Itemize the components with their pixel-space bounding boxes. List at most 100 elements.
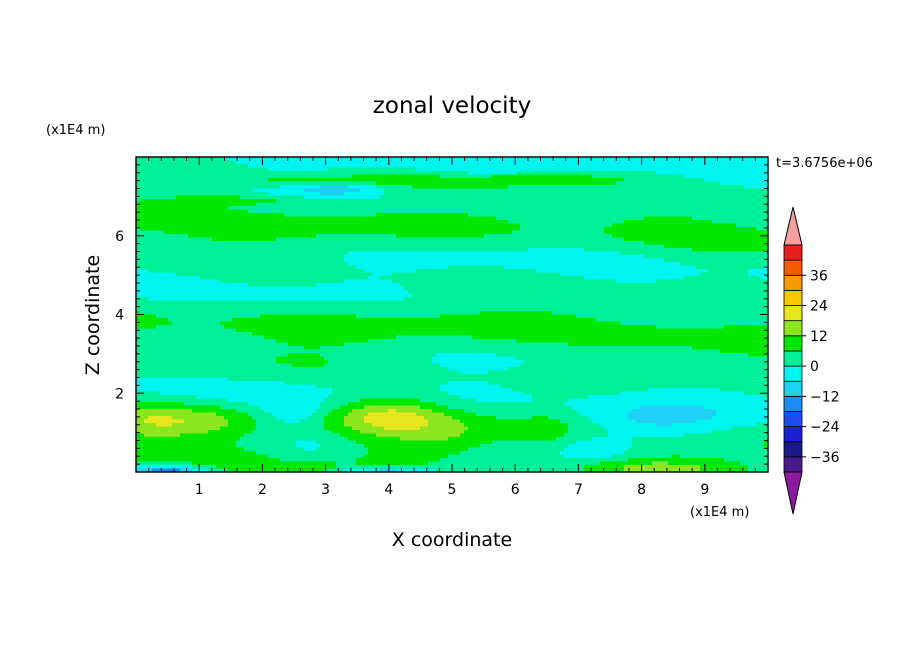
field-cell <box>200 164 205 169</box>
field-cell <box>452 216 457 221</box>
field-cell <box>248 178 253 183</box>
field-cell <box>332 244 337 249</box>
field-cell <box>404 227 409 232</box>
field-cell <box>284 220 289 225</box>
field-cell <box>204 178 209 183</box>
field-cell <box>156 258 161 263</box>
field-cell <box>668 209 673 214</box>
field-cell <box>544 220 549 225</box>
field-cell <box>700 251 705 256</box>
field-cell <box>596 164 601 169</box>
field-cell <box>480 188 485 193</box>
field-cell <box>152 227 157 232</box>
field-cell <box>200 230 205 235</box>
field-cell <box>476 241 481 246</box>
field-cell <box>700 195 705 200</box>
field-cell <box>328 230 333 235</box>
field-cell <box>184 188 189 193</box>
field-cell <box>728 234 733 239</box>
field-cell <box>364 164 369 169</box>
field-cell <box>548 195 553 200</box>
field-cell <box>648 202 653 207</box>
field-cell <box>744 258 749 263</box>
field-cell <box>544 167 549 172</box>
field-cell <box>220 241 225 246</box>
field-cell <box>580 185 585 190</box>
field-cell <box>184 220 189 225</box>
field-cell <box>748 216 753 221</box>
field-cell <box>704 244 709 249</box>
field-cell <box>232 265 237 270</box>
field-cell <box>204 160 209 165</box>
field-cell <box>516 265 521 270</box>
field-cell <box>140 199 145 204</box>
field-cell <box>460 213 465 218</box>
field-cell <box>380 248 385 253</box>
field-cell <box>220 167 225 172</box>
field-cell <box>300 157 305 162</box>
field-cell <box>760 237 765 242</box>
field-cell <box>360 164 365 169</box>
field-cell <box>656 160 661 165</box>
field-cell <box>324 185 329 190</box>
field-cell <box>648 209 653 214</box>
field-cell <box>172 244 177 249</box>
field-cell <box>660 164 665 169</box>
field-cell <box>576 171 581 176</box>
field-cell <box>416 227 421 232</box>
field-cell <box>276 230 281 235</box>
field-cell <box>164 195 169 200</box>
field-cell <box>512 216 517 221</box>
field-cell <box>212 216 217 221</box>
field-cell <box>660 185 665 190</box>
field-cell <box>312 171 317 176</box>
field-cell <box>400 206 405 211</box>
field-cell <box>336 167 341 172</box>
field-cell <box>180 241 185 246</box>
field-cell <box>308 248 313 253</box>
field-cell <box>644 195 649 200</box>
field-cell <box>300 202 305 207</box>
field-cell <box>684 227 689 232</box>
field-cell <box>304 157 309 162</box>
field-cell <box>272 255 277 260</box>
field-cell <box>376 160 381 165</box>
field-cell <box>572 248 577 253</box>
field-cell <box>516 185 521 190</box>
field-cell <box>508 192 513 197</box>
field-cell <box>220 195 225 200</box>
field-cell <box>632 160 637 165</box>
field-cell <box>588 262 593 267</box>
field-cell <box>592 181 597 186</box>
field-cell <box>752 171 757 176</box>
field-cell <box>636 223 641 228</box>
field-cell <box>244 164 249 169</box>
field-cell <box>332 167 337 172</box>
field-cell <box>348 181 353 186</box>
field-cell <box>136 188 141 193</box>
field-cell <box>232 227 237 232</box>
field-cell <box>364 181 369 186</box>
field-cell <box>156 157 161 162</box>
field-cell <box>656 227 661 232</box>
field-cell <box>420 185 425 190</box>
field-cell <box>580 195 585 200</box>
field-cell <box>532 216 537 221</box>
field-cell <box>244 216 249 221</box>
field-cell <box>184 171 189 176</box>
field-cell <box>188 227 193 232</box>
field-cell <box>656 255 661 260</box>
field-cell <box>464 251 469 256</box>
field-cell <box>604 199 609 204</box>
field-cell <box>564 237 569 242</box>
field-cell <box>764 244 768 249</box>
field-cell <box>276 213 281 218</box>
field-cell <box>700 160 705 165</box>
field-cell <box>404 216 409 221</box>
field-cell <box>504 223 509 228</box>
field-cell <box>504 178 509 183</box>
field-cell <box>428 262 433 267</box>
field-cell <box>552 206 557 211</box>
field-cell <box>232 160 237 165</box>
field-cell <box>152 178 157 183</box>
